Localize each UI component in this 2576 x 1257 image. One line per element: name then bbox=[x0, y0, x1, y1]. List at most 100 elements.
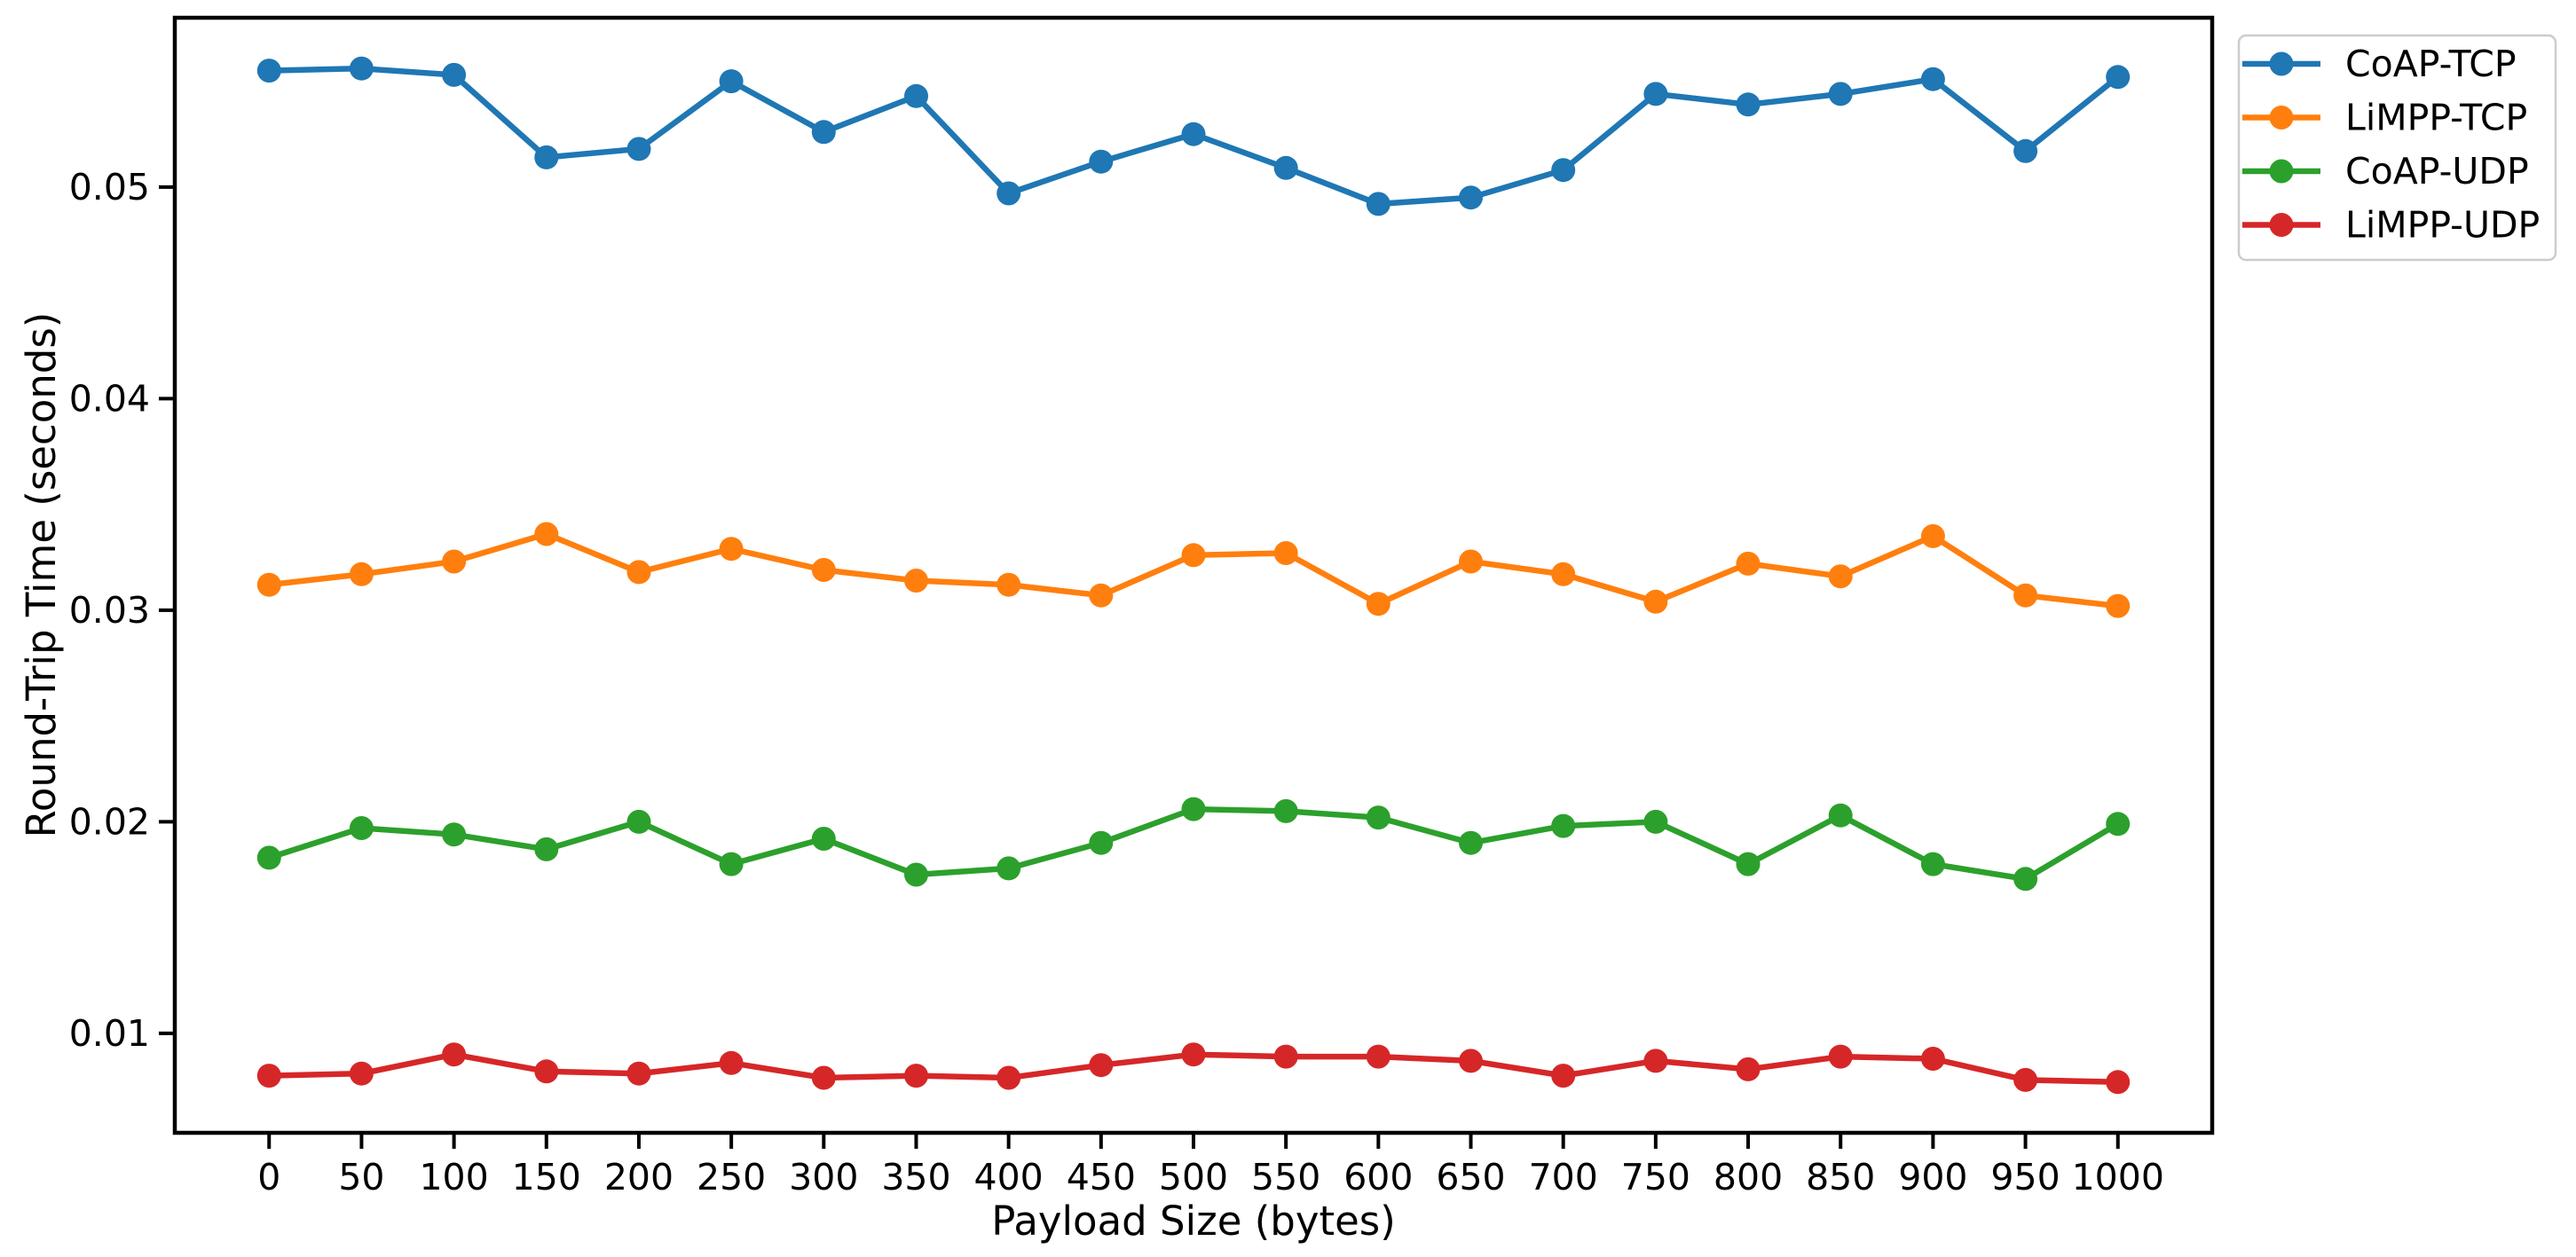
data-point-marker bbox=[1459, 1049, 1483, 1073]
legend: CoAP-TCP LiMPP-TCP CoAP-UDP LiMPP-UDP bbox=[2237, 34, 2557, 262]
x-tick-label: 400 bbox=[974, 1156, 1044, 1198]
data-point-marker bbox=[811, 1065, 836, 1090]
data-point-marker bbox=[626, 1061, 651, 1086]
data-point-marker bbox=[256, 59, 281, 83]
series-limpp-udp bbox=[256, 1042, 2131, 1095]
data-point-marker bbox=[1089, 1053, 1114, 1078]
data-point-marker bbox=[1366, 805, 1390, 830]
data-point-marker bbox=[2106, 812, 2131, 837]
data-point-marker bbox=[1273, 541, 1298, 565]
legend-marker bbox=[2269, 159, 2294, 184]
data-point-marker bbox=[1459, 549, 1483, 574]
data-point-marker bbox=[719, 852, 744, 876]
data-point-marker bbox=[1181, 122, 1206, 146]
data-point-marker bbox=[442, 822, 467, 847]
data-point-marker bbox=[997, 572, 1021, 597]
data-point-marker bbox=[1920, 1047, 1945, 1071]
data-point-marker bbox=[719, 69, 744, 94]
data-point-marker bbox=[349, 56, 374, 81]
data-point-marker bbox=[1643, 82, 1668, 106]
legend-label: CoAP-UDP bbox=[2345, 150, 2529, 192]
legend-item-limpp-udp: LiMPP-UDP bbox=[2242, 204, 2540, 247]
data-point-marker bbox=[1459, 185, 1483, 210]
data-point-marker bbox=[349, 562, 374, 586]
data-point-marker bbox=[1181, 1042, 1206, 1067]
series-coap-udp bbox=[256, 797, 2131, 892]
data-point-marker bbox=[2013, 583, 2038, 608]
data-point-marker bbox=[2106, 1070, 2131, 1095]
data-point-marker bbox=[1551, 1064, 1576, 1088]
x-tick-label: 50 bbox=[338, 1156, 384, 1198]
x-tick-label: 1000 bbox=[2072, 1156, 2164, 1198]
data-point-marker bbox=[1181, 797, 1206, 821]
data-point-marker bbox=[1551, 158, 1576, 183]
data-point-marker bbox=[1920, 67, 1945, 91]
data-point-marker bbox=[626, 137, 651, 161]
data-point-marker bbox=[1551, 562, 1576, 586]
data-point-marker bbox=[1459, 830, 1483, 855]
x-tick-label: 950 bbox=[1990, 1156, 2060, 1198]
x-tick-label: 550 bbox=[1251, 1156, 1320, 1198]
series-limpp-tcp bbox=[256, 522, 2131, 618]
x-tick-label: 300 bbox=[789, 1156, 858, 1198]
x-tick-label: 900 bbox=[1898, 1156, 1967, 1198]
data-point-marker bbox=[1273, 1044, 1298, 1069]
data-point-marker bbox=[997, 1065, 1021, 1090]
data-point-marker bbox=[904, 1064, 928, 1088]
data-point-marker bbox=[534, 1059, 559, 1084]
data-point-marker bbox=[1089, 583, 1114, 608]
legend-box bbox=[2237, 34, 2557, 262]
x-tick-label: 200 bbox=[604, 1156, 674, 1198]
x-tick-label: 850 bbox=[1806, 1156, 1875, 1198]
data-point-marker bbox=[1736, 852, 1761, 876]
data-point-marker bbox=[442, 62, 467, 87]
data-point-marker bbox=[904, 83, 928, 108]
x-tick-label: 0 bbox=[257, 1156, 280, 1198]
x-tick-label: 250 bbox=[697, 1156, 766, 1198]
x-tick-label: 150 bbox=[512, 1156, 581, 1198]
data-point-marker bbox=[256, 1064, 281, 1088]
x-tick-label: 350 bbox=[881, 1156, 950, 1198]
data-point-marker bbox=[2013, 1067, 2038, 1092]
x-tick-label: 450 bbox=[1067, 1156, 1136, 1198]
x-tick-label: 750 bbox=[1621, 1156, 1690, 1198]
x-tick-label: 500 bbox=[1159, 1156, 1228, 1198]
data-point-marker bbox=[1366, 192, 1390, 216]
data-point-marker bbox=[1643, 589, 1668, 614]
data-point-marker bbox=[1736, 92, 1761, 117]
y-axis-label: Round-Trip Time (seconds) bbox=[18, 312, 65, 838]
legend-item-coap-udp: CoAP-UDP bbox=[2242, 150, 2529, 192]
data-point-marker bbox=[997, 856, 1021, 881]
data-point-marker bbox=[2106, 593, 2131, 618]
data-point-marker bbox=[1366, 1044, 1390, 1069]
data-point-marker bbox=[256, 572, 281, 597]
data-point-marker bbox=[1920, 852, 1945, 876]
legend-item-coap-tcp: CoAP-TCP bbox=[2242, 43, 2517, 85]
data-point-marker bbox=[1643, 1049, 1668, 1073]
data-point-marker bbox=[1643, 809, 1668, 834]
x-tick-label: 600 bbox=[1343, 1156, 1413, 1198]
data-point-marker bbox=[904, 569, 928, 593]
data-point-marker bbox=[1736, 551, 1761, 576]
data-point-marker bbox=[534, 522, 559, 546]
data-point-marker bbox=[1828, 82, 1853, 106]
legend-label: LiMPP-UDP bbox=[2345, 204, 2540, 247]
x-tick-label: 100 bbox=[419, 1156, 488, 1198]
legend-item-limpp-tcp: LiMPP-TCP bbox=[2242, 97, 2527, 139]
data-point-marker bbox=[1736, 1057, 1761, 1081]
data-point-marker bbox=[349, 1061, 374, 1086]
data-point-marker bbox=[1366, 592, 1390, 617]
legend-marker bbox=[2269, 51, 2294, 76]
y-tick-label: 0.03 bbox=[69, 589, 150, 632]
data-point-marker bbox=[1920, 523, 1945, 548]
data-point-marker bbox=[811, 558, 836, 582]
data-point-marker bbox=[442, 549, 467, 574]
data-point-marker bbox=[1828, 564, 1853, 589]
data-point-marker bbox=[256, 845, 281, 870]
x-tick-label: 800 bbox=[1713, 1156, 1783, 1198]
data-point-marker bbox=[904, 862, 928, 887]
data-point-marker bbox=[442, 1042, 467, 1067]
data-point-marker bbox=[997, 181, 1021, 206]
legend-marker bbox=[2269, 106, 2294, 130]
